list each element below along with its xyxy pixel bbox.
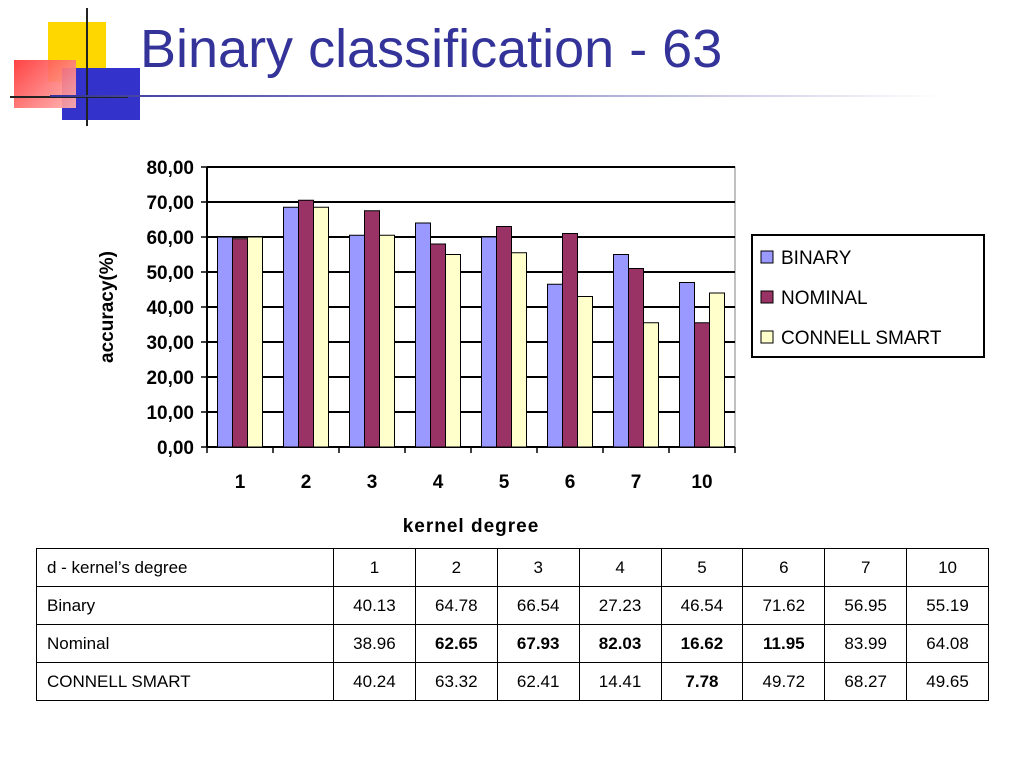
x-tick-label: 2	[301, 472, 312, 493]
table-cell: 16.62	[660, 624, 744, 663]
results-table: d - kernel’s degree 1 2 3 4 5 6 7 10 Binary 40.13 6…	[36, 548, 989, 701]
table-header-cell: 2	[414, 548, 498, 587]
table-cell: 68.27	[824, 662, 908, 701]
table-row-label: CONNELL SMART	[36, 662, 334, 701]
x-tick-label: 10	[691, 472, 712, 493]
slide-title: Binary classification - 63	[140, 19, 723, 79]
y-tick-label: 60,00	[146, 228, 194, 249]
bar-nominal	[232, 238, 248, 448]
table-cell: 40.13	[333, 586, 416, 625]
bar-connell-smart	[511, 252, 527, 448]
bar-connell-smart	[709, 292, 725, 448]
table-header-cell: 4	[578, 548, 662, 587]
bar-binary	[481, 236, 497, 448]
table-header-cell: 7	[824, 548, 908, 587]
x-tick-label: 5	[499, 472, 510, 493]
table-row: Nominal 38.96 62.65 67.93 82.03 16.62 11.95 83.…	[36, 624, 989, 663]
y-tick-label: 10,00	[146, 403, 194, 424]
bar-nominal	[364, 210, 380, 448]
table-cell: 83.99	[824, 624, 908, 663]
bar-connell-smart	[247, 236, 263, 448]
table-cell: 49.72	[742, 662, 826, 701]
y-tick-label: 0,00	[157, 438, 194, 459]
table-header-cell: 3	[496, 548, 580, 587]
logo-vertical-line	[86, 8, 88, 126]
legend-box	[751, 234, 985, 358]
table-cell: 64.08	[906, 624, 989, 663]
table-header-cell: 5	[660, 548, 744, 587]
bar-binary	[547, 283, 563, 448]
bar-binary	[613, 254, 629, 448]
table-header-row: d - kernel’s degree 1 2 3 4 5 6 7 10	[36, 548, 989, 587]
table-cell: 63.32	[414, 662, 498, 701]
table-row-label: Binary	[36, 586, 334, 625]
table-header-cell: 6	[742, 548, 826, 587]
bar-connell-smart	[577, 296, 593, 448]
table-cell: 49.65	[906, 662, 989, 701]
table-cell: 55.19	[906, 586, 989, 625]
table-cell: 11.95	[742, 624, 826, 663]
bar-nominal	[628, 268, 644, 448]
table-cell: 62.65	[414, 624, 498, 663]
table-header-label: d - kernel’s degree	[36, 548, 334, 587]
x-axis-title: kernel degree	[403, 516, 540, 537]
y-tick-label: 20,00	[146, 368, 194, 389]
x-tick-label: 6	[565, 472, 576, 493]
legend-label: CONNELL SMART	[781, 328, 942, 349]
y-axis-title: accuracy(%)	[97, 251, 118, 363]
y-tick-label: 80,00	[146, 158, 194, 179]
table-cell: 71.62	[742, 586, 826, 625]
table-cell: 56.95	[824, 586, 908, 625]
table-cell: 38.96	[333, 624, 416, 663]
bar-connell-smart	[379, 234, 395, 448]
y-tick-label: 50,00	[146, 263, 194, 284]
bar-nominal	[562, 233, 578, 448]
legend-label: NOMINAL	[781, 288, 868, 309]
bar-chart: 0,00 10,00 20,00 30,00 40,00 50,00 60,00 70,00 8…	[97, 158, 985, 537]
table-cell: 46.54	[660, 586, 744, 625]
legend-swatch	[760, 330, 774, 344]
y-tick-label: 30,00	[146, 333, 194, 354]
table-body: d - kernel’s degree 1 2 3 4 5 6 7 10 Binary 40.13 6…	[36, 548, 989, 701]
table-cell: 82.03	[578, 624, 662, 663]
x-tick-label: 1	[235, 472, 246, 493]
table-cell: 67.93	[496, 624, 580, 663]
logo-red-square	[14, 60, 76, 108]
bar-binary	[679, 282, 695, 448]
bar-binary	[415, 222, 431, 448]
bar-nominal	[430, 243, 446, 448]
table-cell: 66.54	[496, 586, 580, 625]
bar-nominal	[694, 322, 710, 448]
table-header-cell: 10	[906, 548, 989, 587]
x-tick-label: 7	[631, 472, 642, 493]
table-cell: 40.24	[333, 662, 416, 701]
bar-connell-smart	[445, 254, 461, 448]
x-tick-label: 3	[367, 472, 378, 493]
table-cell: 62.41	[496, 662, 580, 701]
logo-horizontal-line	[10, 96, 128, 98]
bar-connell-smart	[643, 322, 659, 448]
legend-label: BINARY	[781, 248, 852, 269]
table-cell: 7.78	[660, 662, 744, 701]
bar-nominal	[298, 199, 314, 448]
table-row-label: Nominal	[36, 624, 334, 663]
bar-binary	[349, 234, 365, 448]
table-row: Binary 40.13 64.78 66.54 27.23 46.54 71.62 56.9…	[36, 586, 989, 625]
bar-binary	[217, 236, 233, 448]
table-row: CONNELL SMART 40.24 63.32 62.41 14.41 7.78 49.…	[36, 662, 989, 701]
bar-binary	[283, 206, 299, 448]
y-tick-label: 70,00	[146, 193, 194, 214]
table-cell: 27.23	[578, 586, 662, 625]
x-tick-label: 4	[433, 472, 444, 493]
title-underline	[50, 95, 940, 97]
table-cell: 64.78	[414, 586, 498, 625]
y-tick-label: 40,00	[146, 298, 194, 319]
bar-nominal	[496, 226, 512, 448]
legend-swatch	[760, 290, 774, 304]
table-cell: 14.41	[578, 662, 662, 701]
legend-swatch	[760, 250, 774, 264]
bar-connell-smart	[313, 206, 329, 448]
table-header-cell: 1	[333, 548, 416, 587]
